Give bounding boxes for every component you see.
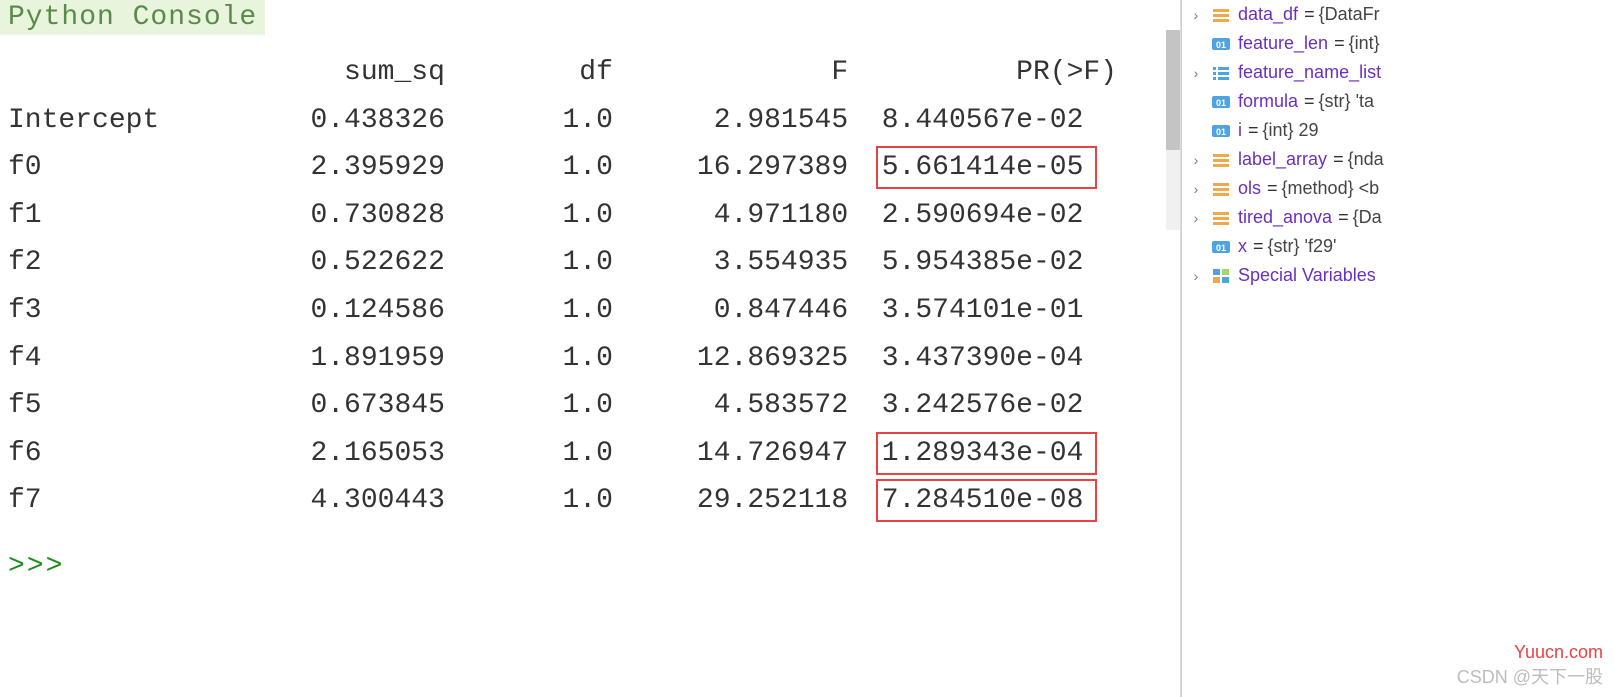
variable-row[interactable]: 01i={int} 29 <box>1182 116 1615 145</box>
variable-type: {str} 'f29' <box>1268 236 1337 257</box>
int-icon: 01 <box>1210 34 1232 54</box>
table-row: f5 0.673845 1.0 4.583572 3.242576e-02 <box>8 382 1172 430</box>
variable-type: {str} 'ta <box>1319 91 1374 112</box>
variable-row[interactable]: 01x={str} 'f29' <box>1182 232 1615 261</box>
console-scrollbar-thumb[interactable] <box>1166 30 1180 150</box>
special-icon <box>1210 266 1232 286</box>
variable-type: {Da <box>1353 207 1382 228</box>
python-console-panel: Python Console sum_sq df F PR(>F)Interce… <box>0 0 1180 697</box>
variable-name: label_array <box>1238 149 1327 170</box>
console-title: Python Console <box>0 0 265 35</box>
variable-type: {DataFr <box>1319 4 1380 25</box>
variable-row[interactable]: 01formula={str} 'ta <box>1182 87 1615 116</box>
pr-value: 3.437390e-04 <box>882 343 1084 374</box>
variable-row[interactable]: ›label_array={nda <box>1182 145 1615 174</box>
watermark-grey: CSDN @天下一股 <box>1457 663 1603 689</box>
svg-text:01: 01 <box>1216 40 1226 50</box>
bars-icon <box>1210 208 1232 228</box>
pr-value: 5.661414e-05 <box>882 152 1092 183</box>
anova-table: sum_sq df F PR(>F)Intercept 0.438326 1.0… <box>0 45 1180 529</box>
variable-name: x <box>1238 236 1247 257</box>
variable-name: formula <box>1238 91 1298 112</box>
bars-icon <box>1210 179 1232 199</box>
pr-value: 5.954385e-02 <box>882 247 1084 278</box>
list-icon <box>1210 63 1232 83</box>
table-row: f7 4.300443 1.0 29.252118 7.284510e-08 <box>8 477 1172 525</box>
pr-value: 1.289343e-04 <box>882 438 1092 469</box>
chevron-right-icon[interactable]: › <box>1188 65 1204 81</box>
variable-name: i <box>1238 120 1242 141</box>
variable-row[interactable]: › Special Variables <box>1182 261 1615 290</box>
svg-text:01: 01 <box>1216 98 1226 108</box>
variable-type: {int} <box>1349 33 1380 54</box>
watermark-red: Yuucn.com <box>1514 642 1603 663</box>
table-row: f0 2.395929 1.0 16.297389 5.661414e-05 <box>8 144 1172 192</box>
table-row: f6 2.165053 1.0 14.726947 1.289343e-04 <box>8 430 1172 478</box>
int-icon: 01 <box>1210 121 1232 141</box>
chevron-right-icon[interactable]: › <box>1188 181 1204 197</box>
variables-panel: ›data_df={DataFr01feature_len={int}›feat… <box>1181 0 1615 697</box>
variable-row[interactable]: 01feature_len={int} <box>1182 29 1615 58</box>
svg-text:01: 01 <box>1216 243 1226 253</box>
variable-row[interactable]: ›tired_anova={Da <box>1182 203 1615 232</box>
pr-value: 3.574101e-01 <box>882 295 1084 326</box>
chevron-right-icon[interactable]: › <box>1188 152 1204 168</box>
variable-type: {nda <box>1348 149 1384 170</box>
pr-value: 8.440567e-02 <box>882 105 1084 136</box>
variable-name: feature_len <box>1238 33 1328 54</box>
pr-value: 3.242576e-02 <box>882 390 1084 421</box>
console-prompt[interactable]: >>> <box>0 547 1180 586</box>
int-icon: 01 <box>1210 92 1232 112</box>
variable-row[interactable]: › feature_name_list <box>1182 58 1615 87</box>
variable-name: feature_name_list <box>1238 62 1381 83</box>
int-icon: 01 <box>1210 237 1232 257</box>
table-row: f3 0.124586 1.0 0.847446 3.574101e-01 <box>8 287 1172 335</box>
variable-row[interactable]: ›data_df={DataFr <box>1182 0 1615 29</box>
chevron-right-icon[interactable]: › <box>1188 210 1204 226</box>
chevron-right-icon[interactable]: › <box>1188 268 1204 284</box>
table-header: sum_sq df F PR(>F) <box>8 49 1172 97</box>
chevron-right-icon[interactable]: › <box>1188 7 1204 23</box>
table-row: f4 1.891959 1.0 12.869325 3.437390e-04 <box>8 335 1172 383</box>
variable-name: Special Variables <box>1238 265 1376 286</box>
variable-row[interactable]: ›ols={method} <b <box>1182 174 1615 203</box>
bars-icon <box>1210 150 1232 170</box>
svg-text:01: 01 <box>1216 127 1226 137</box>
table-row: f2 0.522622 1.0 3.554935 5.954385e-02 <box>8 239 1172 287</box>
table-row: f1 0.730828 1.0 4.971180 2.590694e-02 <box>8 192 1172 240</box>
pr-value: 2.590694e-02 <box>882 200 1084 231</box>
variable-name: ols <box>1238 178 1261 199</box>
variable-type: {int} 29 <box>1263 120 1319 141</box>
variable-name: data_df <box>1238 4 1298 25</box>
pr-value: 7.284510e-08 <box>882 485 1092 516</box>
table-row: Intercept 0.438326 1.0 2.981545 8.440567… <box>8 97 1172 145</box>
variable-name: tired_anova <box>1238 207 1332 228</box>
variable-type: {method} <b <box>1282 178 1380 199</box>
bars-icon <box>1210 5 1232 25</box>
